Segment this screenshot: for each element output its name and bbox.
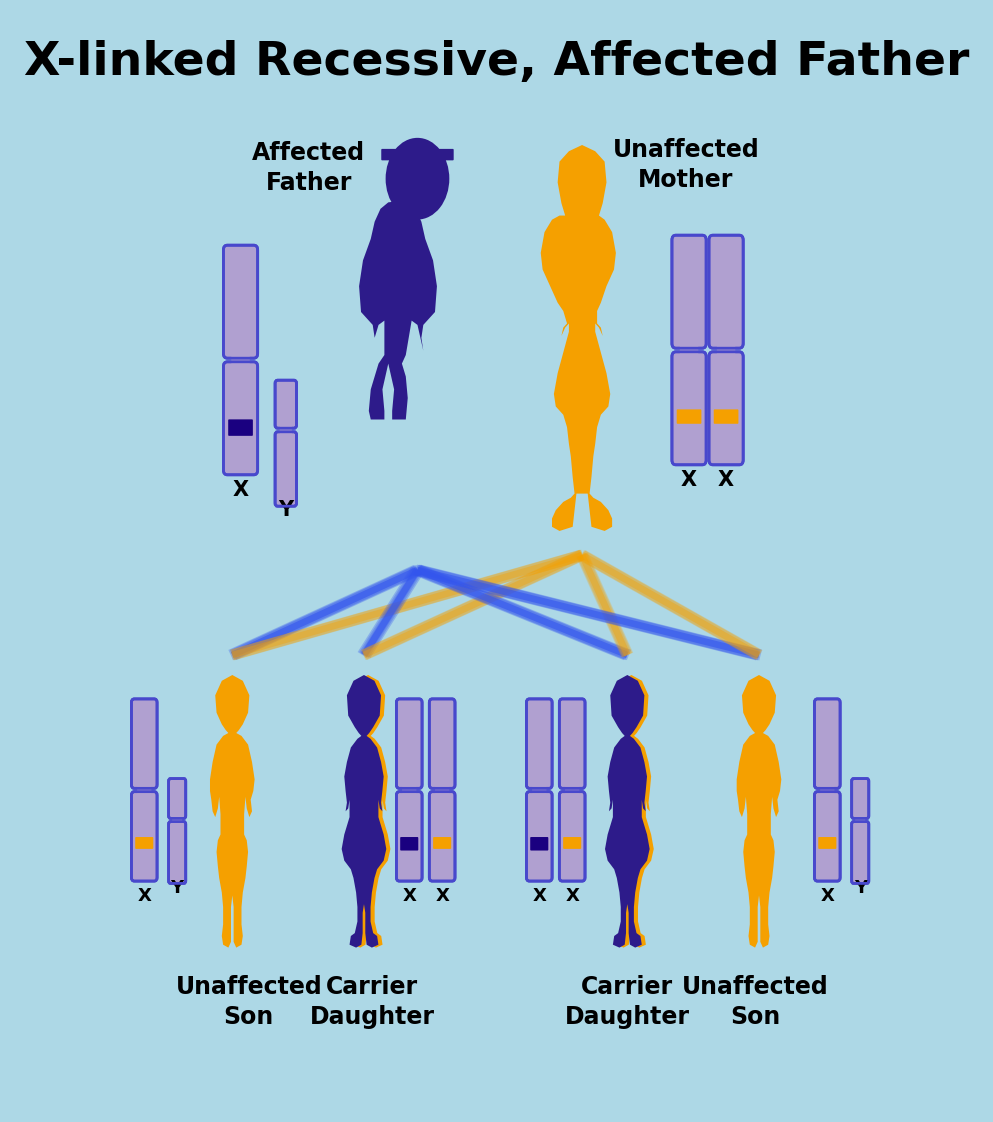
- FancyBboxPatch shape: [433, 837, 451, 849]
- Text: X-linked Recessive, Affected Father: X-linked Recessive, Affected Father: [24, 39, 969, 84]
- Polygon shape: [346, 675, 390, 948]
- Text: X: X: [681, 470, 697, 490]
- FancyBboxPatch shape: [275, 432, 297, 506]
- FancyBboxPatch shape: [169, 779, 186, 818]
- FancyBboxPatch shape: [565, 773, 579, 807]
- Text: Affected
Father: Affected Father: [252, 141, 365, 195]
- FancyBboxPatch shape: [714, 410, 739, 424]
- Text: Carrier
Daughter: Carrier Daughter: [310, 975, 435, 1029]
- FancyBboxPatch shape: [672, 352, 706, 465]
- Text: Y: Y: [854, 879, 867, 896]
- FancyBboxPatch shape: [559, 792, 585, 881]
- FancyBboxPatch shape: [818, 837, 836, 849]
- FancyBboxPatch shape: [855, 807, 865, 833]
- FancyBboxPatch shape: [852, 779, 869, 818]
- FancyBboxPatch shape: [137, 773, 151, 807]
- Text: Unaffected
Son: Unaffected Son: [681, 975, 828, 1029]
- FancyBboxPatch shape: [680, 329, 698, 370]
- FancyBboxPatch shape: [559, 699, 585, 789]
- FancyBboxPatch shape: [396, 699, 422, 789]
- FancyBboxPatch shape: [532, 773, 546, 807]
- Polygon shape: [609, 675, 653, 948]
- FancyBboxPatch shape: [172, 807, 182, 833]
- FancyBboxPatch shape: [709, 236, 743, 348]
- Text: X: X: [435, 886, 449, 904]
- FancyBboxPatch shape: [231, 339, 250, 380]
- Ellipse shape: [385, 138, 449, 220]
- FancyBboxPatch shape: [275, 380, 297, 429]
- Polygon shape: [210, 675, 254, 948]
- FancyBboxPatch shape: [223, 246, 257, 358]
- FancyBboxPatch shape: [429, 792, 455, 881]
- Text: X: X: [718, 470, 734, 490]
- FancyBboxPatch shape: [280, 415, 292, 445]
- FancyBboxPatch shape: [717, 329, 736, 370]
- Text: Y: Y: [171, 879, 184, 896]
- FancyBboxPatch shape: [223, 361, 257, 475]
- FancyBboxPatch shape: [131, 699, 157, 789]
- FancyBboxPatch shape: [814, 792, 840, 881]
- Polygon shape: [541, 145, 616, 531]
- FancyBboxPatch shape: [228, 420, 253, 435]
- FancyBboxPatch shape: [402, 773, 416, 807]
- Text: Carrier
Daughter: Carrier Daughter: [565, 975, 690, 1029]
- FancyBboxPatch shape: [396, 792, 422, 881]
- Text: Unaffected
Son: Unaffected Son: [176, 975, 322, 1029]
- Text: X: X: [232, 480, 248, 500]
- Text: X: X: [565, 886, 579, 904]
- Text: X: X: [137, 886, 151, 904]
- FancyBboxPatch shape: [526, 792, 552, 881]
- FancyBboxPatch shape: [530, 837, 548, 850]
- FancyBboxPatch shape: [676, 410, 701, 424]
- FancyBboxPatch shape: [131, 792, 157, 881]
- FancyBboxPatch shape: [563, 837, 581, 849]
- FancyBboxPatch shape: [429, 699, 455, 789]
- Polygon shape: [605, 675, 649, 948]
- Text: X: X: [532, 886, 546, 904]
- FancyBboxPatch shape: [709, 352, 743, 465]
- FancyBboxPatch shape: [852, 821, 869, 883]
- FancyBboxPatch shape: [526, 699, 552, 789]
- FancyBboxPatch shape: [814, 699, 840, 789]
- FancyBboxPatch shape: [135, 837, 153, 849]
- Text: Y: Y: [278, 500, 293, 519]
- FancyBboxPatch shape: [169, 821, 186, 883]
- FancyBboxPatch shape: [820, 773, 834, 807]
- FancyBboxPatch shape: [381, 149, 454, 160]
- Polygon shape: [342, 675, 386, 948]
- Text: X: X: [402, 886, 416, 904]
- FancyBboxPatch shape: [435, 773, 449, 807]
- Text: Unaffected
Mother: Unaffected Mother: [613, 138, 759, 192]
- Polygon shape: [359, 140, 437, 420]
- Text: X: X: [820, 886, 834, 904]
- Polygon shape: [737, 675, 781, 948]
- FancyBboxPatch shape: [672, 236, 706, 348]
- FancyBboxPatch shape: [400, 837, 418, 850]
